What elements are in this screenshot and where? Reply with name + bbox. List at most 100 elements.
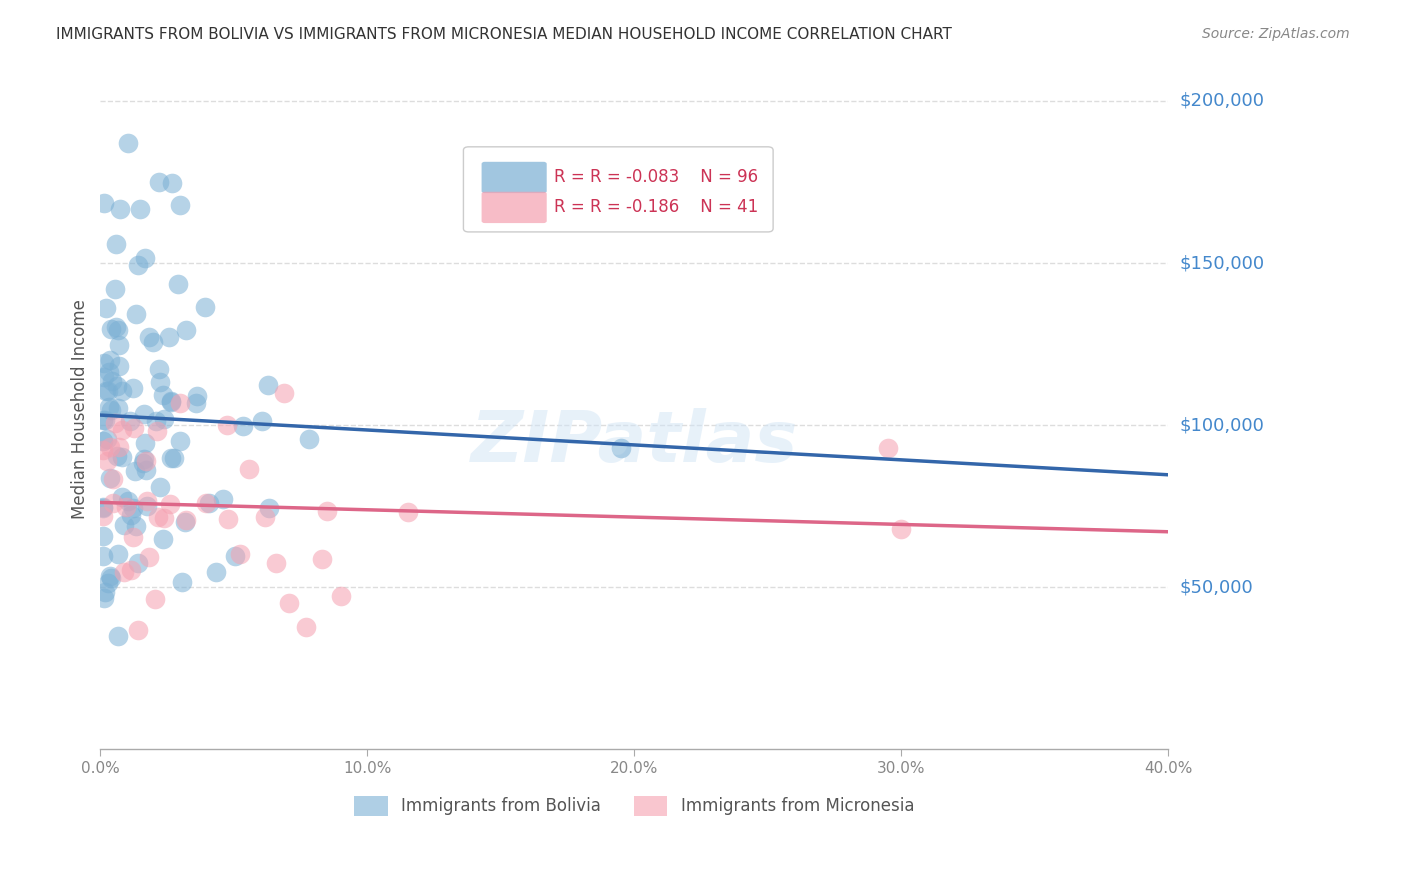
- Immigrants from Bolivia: [167, 277, 190, 292]
- Immigrants from Micronesia: [91, 443, 114, 458]
- Immigrants from Bolivia: [105, 449, 128, 463]
- Immigrants from Bolivia: [127, 556, 149, 570]
- Immigrants from Micronesia: [91, 508, 114, 523]
- Immigrants from Bolivia: [122, 500, 145, 515]
- Immigrants from Bolivia: [138, 330, 160, 344]
- Immigrants from Bolivia: [100, 571, 122, 585]
- Immigrants from Bolivia: [98, 470, 121, 484]
- Immigrants from Bolivia: [232, 419, 254, 434]
- Immigrants from Bolivia: [186, 389, 208, 403]
- Immigrants from Micronesia: [890, 522, 912, 536]
- Immigrants from Micronesia: [316, 503, 339, 517]
- Text: $50,000: $50,000: [1180, 578, 1253, 596]
- Immigrants from Bolivia: [96, 301, 118, 315]
- Immigrants from Bolivia: [96, 384, 118, 398]
- Immigrants from Bolivia: [149, 375, 172, 389]
- Immigrants from Bolivia: [107, 323, 129, 337]
- Immigrants from Bolivia: [134, 436, 156, 450]
- Text: R = R = -0.083    N = 96: R = R = -0.083 N = 96: [554, 169, 758, 186]
- Immigrants from Bolivia: [97, 384, 120, 399]
- Y-axis label: Median Household Income: Median Household Income: [72, 299, 89, 519]
- FancyBboxPatch shape: [482, 161, 547, 194]
- Immigrants from Micronesia: [101, 472, 124, 486]
- Immigrants from Micronesia: [159, 497, 181, 511]
- Immigrants from Bolivia: [98, 569, 121, 583]
- Immigrants from Micronesia: [114, 500, 136, 514]
- Immigrants from Bolivia: [148, 480, 170, 494]
- Immigrants from Bolivia: [107, 401, 129, 416]
- Immigrants from Bolivia: [118, 414, 141, 428]
- Immigrants from Micronesia: [330, 589, 353, 603]
- Immigrants from Bolivia: [91, 413, 114, 427]
- Immigrants from Micronesia: [112, 565, 135, 579]
- Immigrants from Bolivia: [125, 307, 148, 321]
- Immigrants from Bolivia: [117, 136, 139, 150]
- Immigrants from Bolivia: [93, 591, 115, 606]
- Immigrants from Bolivia: [91, 500, 114, 515]
- Immigrants from Micronesia: [238, 461, 260, 475]
- Immigrants from Bolivia: [134, 451, 156, 466]
- Immigrants from Bolivia: [152, 412, 174, 426]
- Immigrants from Micronesia: [229, 547, 252, 561]
- Immigrants from Bolivia: [108, 202, 131, 216]
- Immigrants from Micronesia: [96, 454, 118, 468]
- Text: R = R = -0.186    N = 41: R = R = -0.186 N = 41: [554, 198, 758, 217]
- Immigrants from Bolivia: [129, 202, 152, 217]
- Immigrants from Bolivia: [148, 175, 170, 189]
- Immigrants from Bolivia: [101, 374, 124, 388]
- Immigrants from Bolivia: [96, 432, 118, 446]
- Immigrants from Micronesia: [169, 395, 191, 409]
- Immigrants from Bolivia: [124, 519, 146, 533]
- Immigrants from Micronesia: [100, 440, 122, 454]
- Immigrants from Bolivia: [174, 323, 197, 337]
- Text: $100,000: $100,000: [1180, 417, 1264, 434]
- Immigrants from Bolivia: [197, 495, 219, 509]
- Immigrants from Bolivia: [136, 500, 159, 514]
- Immigrants from Bolivia: [91, 434, 114, 448]
- Immigrants from Micronesia: [111, 423, 134, 437]
- Immigrants from Bolivia: [98, 365, 121, 379]
- Immigrants from Bolivia: [134, 251, 156, 265]
- Immigrants from Bolivia: [204, 566, 226, 580]
- Immigrants from Micronesia: [108, 440, 131, 454]
- Immigrants from Micronesia: [122, 421, 145, 435]
- Immigrants from Micronesia: [277, 596, 299, 610]
- Immigrants from Bolivia: [170, 575, 193, 590]
- Immigrants from Micronesia: [217, 512, 239, 526]
- Immigrants from Bolivia: [152, 388, 174, 402]
- Immigrants from Bolivia: [110, 450, 132, 464]
- Immigrants from Micronesia: [104, 416, 127, 430]
- Immigrants from Micronesia: [135, 454, 157, 468]
- FancyBboxPatch shape: [464, 147, 773, 232]
- Immigrants from Micronesia: [143, 591, 166, 606]
- Immigrants from Bolivia: [108, 359, 131, 373]
- Immigrants from Micronesia: [273, 385, 295, 400]
- Text: $200,000: $200,000: [1180, 92, 1264, 110]
- Immigrants from Bolivia: [132, 457, 155, 471]
- Immigrants from Bolivia: [160, 395, 183, 409]
- Immigrants from Bolivia: [104, 282, 127, 296]
- Immigrants from Bolivia: [91, 529, 114, 543]
- Immigrants from Bolivia: [120, 508, 142, 522]
- Immigrants from Bolivia: [107, 547, 129, 561]
- Immigrants from Bolivia: [145, 413, 167, 427]
- Immigrants from Micronesia: [195, 496, 218, 510]
- Immigrants from Micronesia: [103, 496, 125, 510]
- Immigrants from Bolivia: [169, 434, 191, 448]
- Immigrants from Bolivia: [298, 432, 321, 446]
- Immigrants from Bolivia: [141, 334, 163, 349]
- Immigrants from Micronesia: [217, 417, 239, 432]
- Immigrants from Bolivia: [184, 395, 207, 409]
- Immigrants from Bolivia: [98, 352, 121, 367]
- Immigrants from Micronesia: [145, 424, 167, 438]
- Immigrants from Bolivia: [107, 629, 129, 643]
- Immigrants from Bolivia: [105, 320, 128, 334]
- Immigrants from Bolivia: [127, 258, 149, 272]
- Immigrants from Bolivia: [97, 400, 120, 414]
- Immigrants from Bolivia: [610, 441, 633, 455]
- Immigrants from Bolivia: [194, 300, 217, 314]
- Immigrants from Micronesia: [264, 556, 287, 570]
- Immigrants from Micronesia: [127, 624, 149, 638]
- Immigrants from Bolivia: [91, 500, 114, 514]
- Immigrants from Bolivia: [93, 370, 115, 384]
